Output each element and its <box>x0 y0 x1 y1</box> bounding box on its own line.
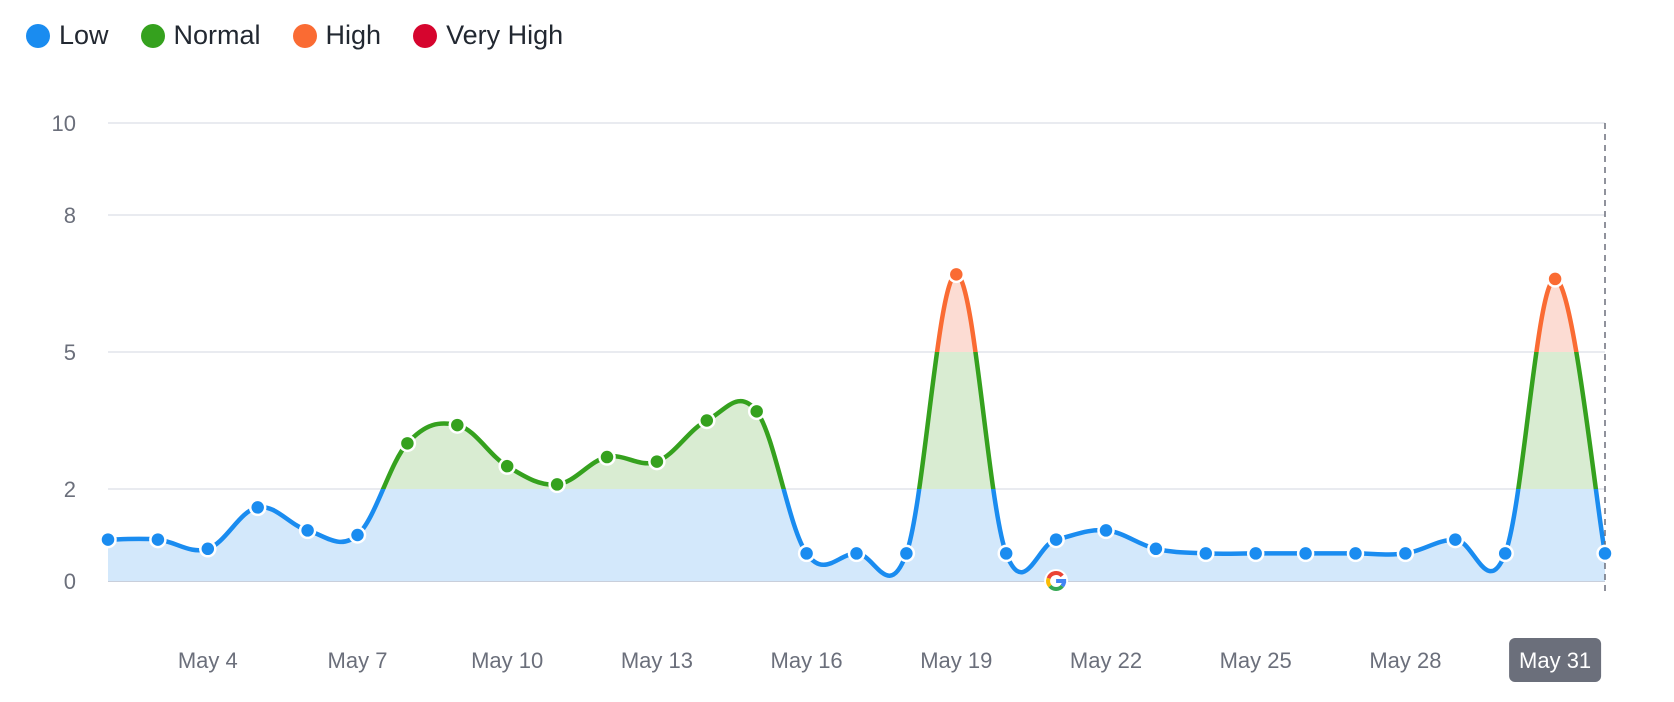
data-point <box>698 411 716 430</box>
data-point <box>1246 544 1265 563</box>
data-point <box>498 457 516 475</box>
area-fill <box>937 274 1577 352</box>
x-tick-label: May 4 <box>178 648 238 673</box>
data-point <box>248 498 267 517</box>
legend-dot-normal <box>140 23 165 48</box>
data-point <box>1296 544 1315 563</box>
y-tick-label: 10 <box>52 111 76 136</box>
legend-label-normal: Normal <box>173 20 261 50</box>
x-tick-label: May 19 <box>920 648 992 673</box>
data-point <box>598 448 616 466</box>
band-very-high <box>108 274 1605 581</box>
data-point <box>1147 540 1165 558</box>
data-point <box>648 452 666 471</box>
data-point <box>149 530 167 549</box>
x-tick-label: May 28 <box>1369 648 1441 673</box>
data-point <box>997 544 1015 563</box>
series-line <box>380 352 1599 489</box>
data-point <box>947 265 966 284</box>
data-point <box>99 530 117 549</box>
x-tick-highlight <box>1509 638 1602 682</box>
legend-item-high[interactable]: High <box>292 20 382 51</box>
x-tick-label: May 22 <box>1070 648 1142 673</box>
legend-dot-low <box>26 23 50 48</box>
data-point <box>448 416 467 434</box>
data-point <box>298 521 317 540</box>
data-point <box>398 434 417 453</box>
legend-dot-very-high <box>413 23 438 48</box>
legend-dot-high <box>292 23 317 48</box>
band-high <box>934 272 1579 352</box>
data-point <box>797 544 816 563</box>
data-point <box>1596 544 1614 563</box>
series-line <box>105 489 1608 578</box>
data-point <box>1047 530 1065 549</box>
x-tick-label: May 31 <box>1519 648 1591 673</box>
x-tick-label: May 7 <box>328 648 388 673</box>
legend-label-low: Low <box>59 20 109 50</box>
series-line <box>934 272 1579 352</box>
data-point <box>199 540 217 558</box>
band-normal <box>380 352 1599 489</box>
series-line <box>108 274 1605 575</box>
area-fill <box>108 489 1605 581</box>
legend-label-very-high: Very High <box>446 20 564 50</box>
google-g-icon <box>1044 569 1069 593</box>
data-point <box>897 544 916 563</box>
x-tick-label: May 13 <box>621 648 693 673</box>
data-point <box>1546 270 1564 288</box>
band-low <box>105 489 1608 581</box>
data-point <box>747 402 766 421</box>
area-fill <box>108 274 1605 581</box>
legend-item-low[interactable]: Low <box>26 20 109 51</box>
data-point <box>1197 544 1215 563</box>
area-fill <box>383 352 1596 489</box>
x-tick-label: May 25 <box>1220 648 1292 673</box>
y-tick-label: 0 <box>64 569 76 594</box>
legend: Low Normal High Very High <box>26 20 563 51</box>
data-point <box>1446 530 1465 549</box>
data-point <box>1396 544 1415 563</box>
legend-label-high: High <box>325 20 382 50</box>
data-point <box>348 526 367 544</box>
data-point <box>847 544 866 563</box>
data-point <box>1346 544 1365 563</box>
x-tick-label: May 16 <box>771 648 843 673</box>
legend-item-very-high[interactable]: Very High <box>413 20 563 51</box>
y-tick-label: 5 <box>64 340 76 365</box>
y-tick-label: 8 <box>64 203 76 228</box>
data-point <box>1496 544 1514 563</box>
x-tick-label: May 10 <box>471 648 543 673</box>
y-tick-label: 2 <box>64 477 76 502</box>
legend-item-normal[interactable]: Normal <box>140 20 261 51</box>
data-point <box>548 475 566 494</box>
data-point <box>1097 521 1115 540</box>
